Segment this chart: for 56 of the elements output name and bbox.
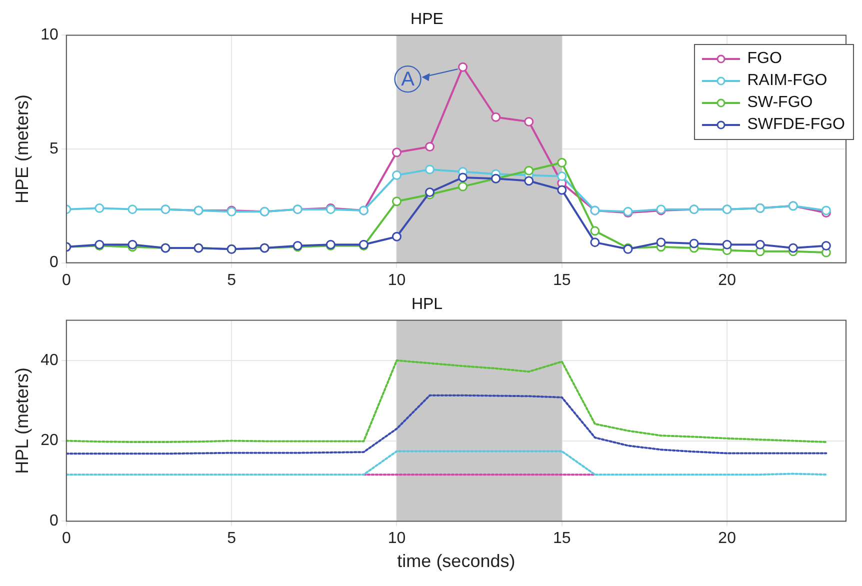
point [557, 185, 567, 195]
y-tick-label: 5 [49, 140, 58, 158]
point [524, 176, 534, 186]
x-tick-label: 5 [227, 530, 236, 548]
line-series [66, 394, 828, 455]
x-tick-label: 5 [227, 272, 236, 289]
point [425, 164, 435, 174]
x-axis-title: time (seconds) [397, 551, 516, 572]
point [392, 196, 402, 206]
legend-label: SW-FGO [747, 93, 813, 113]
line-series [66, 359, 828, 444]
point [392, 232, 402, 242]
point [689, 238, 699, 248]
y-tick-label: 40 [40, 352, 58, 369]
point [458, 182, 468, 192]
point [722, 240, 732, 250]
point [590, 226, 600, 236]
point [524, 166, 534, 176]
point [557, 172, 567, 182]
y-axis-title: HPE (meters) [12, 94, 32, 204]
legend-label: RAIM-FGO [747, 71, 828, 91]
point [425, 142, 435, 152]
legend-label: FGO [747, 49, 782, 69]
point [128, 204, 138, 214]
point [425, 187, 435, 197]
x-tick-label: 0 [62, 272, 71, 289]
point [821, 240, 831, 250]
chart-title: HPL [411, 296, 443, 314]
y-tick-label: 0 [49, 512, 58, 530]
point [656, 238, 666, 248]
y-tick-label: 0 [49, 254, 58, 272]
x-tick-label: 15 [553, 272, 571, 289]
y-tick-label: 10 [40, 26, 58, 44]
x-tick-label: 10 [388, 272, 406, 289]
x-tick-label: 20 [718, 272, 736, 289]
point [491, 112, 501, 122]
point [788, 243, 798, 253]
chart-title: HPE [410, 11, 444, 28]
point [755, 240, 765, 250]
point [392, 148, 402, 158]
legend-label: SWFDE-FGO [747, 115, 845, 135]
point [458, 172, 468, 182]
point [524, 116, 534, 126]
point [94, 203, 104, 213]
point [590, 238, 600, 248]
point [458, 62, 468, 72]
y-axis-title: HPL (meters) [12, 368, 32, 474]
y-tick-label: 20 [40, 432, 58, 450]
x-tick-label: 15 [553, 530, 571, 548]
annotation: A [401, 68, 416, 91]
point [128, 240, 138, 250]
point [392, 170, 402, 180]
x-tick-label: 0 [62, 530, 71, 548]
x-tick-label: 20 [718, 530, 736, 548]
x-tick-label: 10 [388, 530, 406, 548]
point [557, 158, 567, 168]
